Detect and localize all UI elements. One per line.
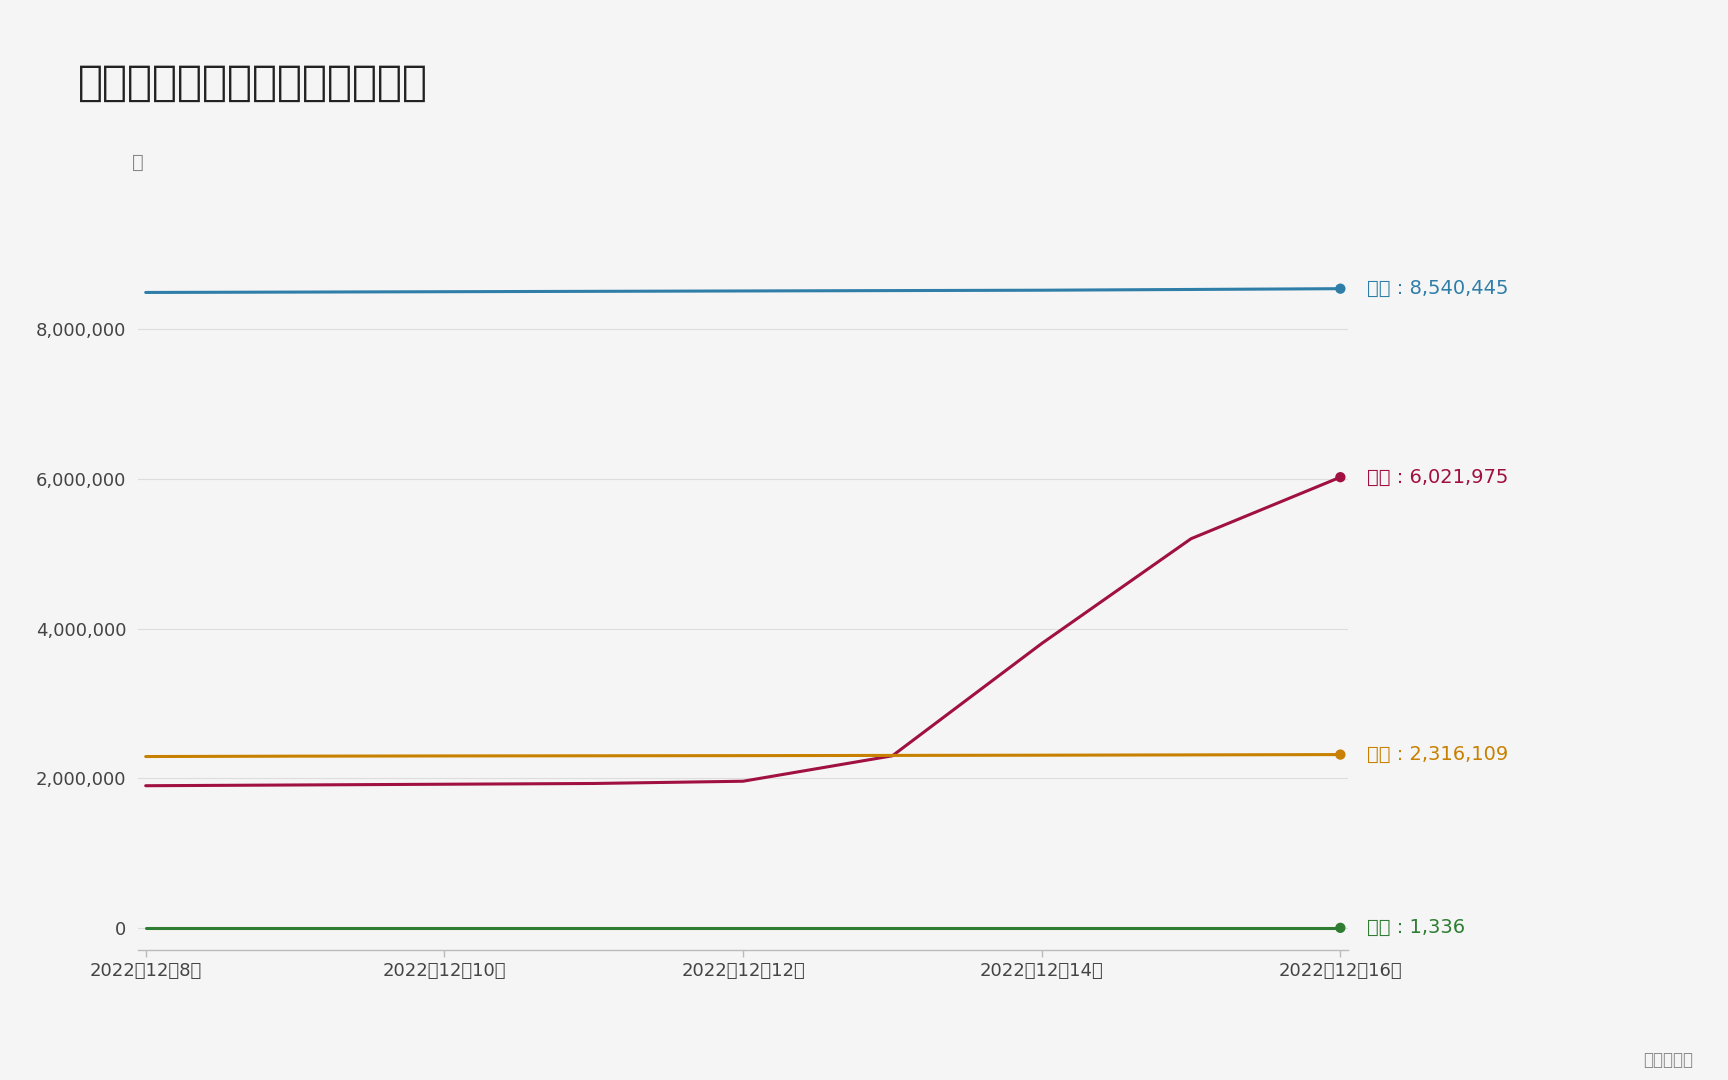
Text: 内地 : 6,021,975: 内地 : 6,021,975: [1367, 468, 1509, 487]
Point: [1327, 919, 1355, 936]
Text: 制作：秦汉: 制作：秦汉: [1643, 1051, 1693, 1069]
Text: 两岸四地新冠疫情累计报告病例: 两岸四地新冠疫情累计报告病例: [78, 62, 429, 104]
Text: 台湾 : 8,540,445: 台湾 : 8,540,445: [1367, 279, 1509, 298]
Point: [1327, 746, 1355, 764]
Text: 例: 例: [131, 152, 143, 172]
Text: 澳门 : 1,336: 澳门 : 1,336: [1367, 918, 1465, 937]
Point: [1327, 469, 1355, 486]
Point: [1327, 280, 1355, 297]
Text: 香港 : 2,316,109: 香港 : 2,316,109: [1367, 745, 1509, 764]
